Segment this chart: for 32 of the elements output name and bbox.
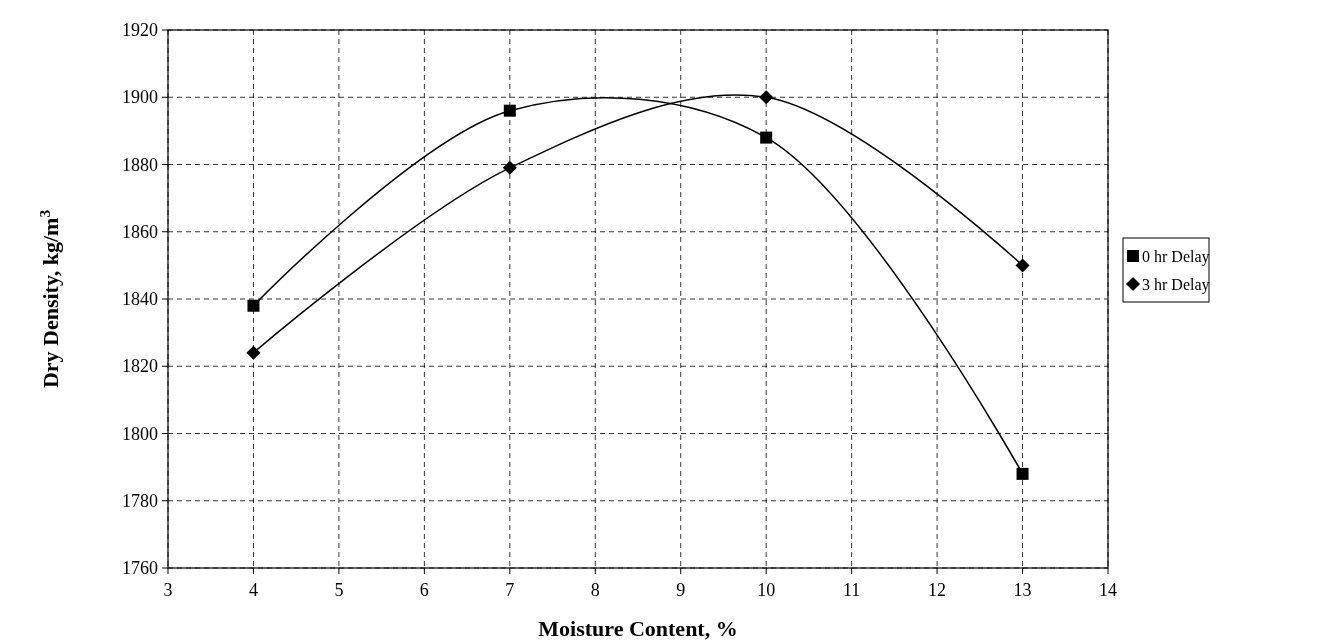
x-tick-label: 4 xyxy=(248,580,258,600)
point xyxy=(502,160,517,175)
y-tick-label: 1760 xyxy=(122,558,158,578)
x-tick-label: 11 xyxy=(842,580,861,600)
x-tick-label: 8 xyxy=(590,580,600,600)
x-tick-label: 14 xyxy=(1099,580,1117,600)
point xyxy=(760,131,773,144)
y-tick-label: 1820 xyxy=(122,356,158,377)
point xyxy=(759,90,774,105)
y-tick-label: 1920 xyxy=(122,20,158,40)
legend-label: 3 hr Delay xyxy=(1142,276,1210,294)
point xyxy=(246,345,261,360)
y-tick-label: 1880 xyxy=(122,154,158,175)
x-tick-label: 12 xyxy=(928,580,947,600)
y-tick-label: 1900 xyxy=(122,87,158,108)
point xyxy=(503,104,516,117)
y-tick-label: 1860 xyxy=(122,221,158,242)
x-tick-label: 9 xyxy=(676,580,686,600)
x-tick-label: 3 xyxy=(163,580,173,600)
x-tick-label: 6 xyxy=(419,580,429,600)
y-tick-label: 1840 xyxy=(122,289,158,309)
x-tick-label: 7 xyxy=(505,580,515,600)
legend-label: 0 hr Delay xyxy=(1142,248,1210,266)
point xyxy=(1015,258,1030,273)
point xyxy=(247,299,260,312)
y-tick-label: 1800 xyxy=(122,423,158,444)
point xyxy=(1016,467,1029,480)
y-tick-label: 1780 xyxy=(122,490,158,511)
x-axis-title: Moisture Content, % xyxy=(538,616,738,641)
x-tick-label: 10 xyxy=(757,580,776,600)
x-tick-label: 13 xyxy=(1013,580,1032,600)
x-tick-label: 5 xyxy=(334,580,344,600)
